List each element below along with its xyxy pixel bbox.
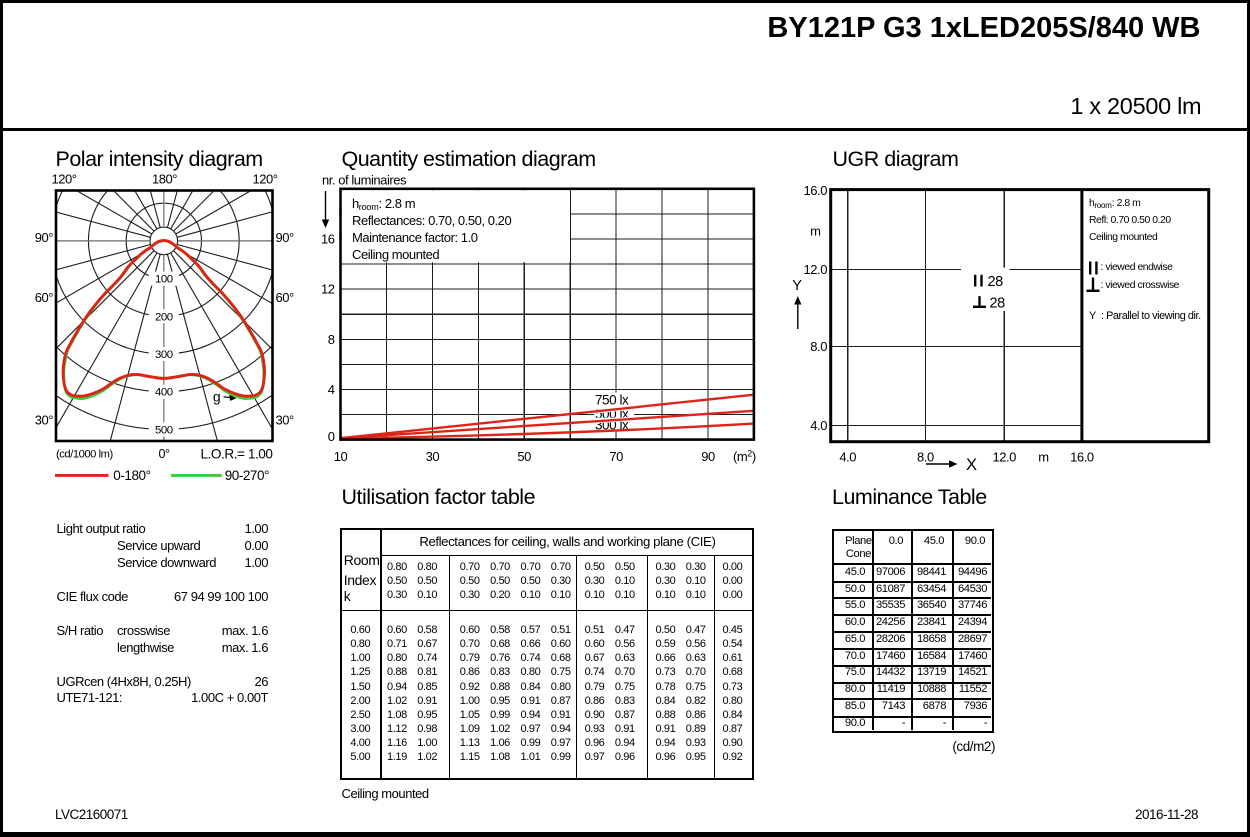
svg-text:50: 50 (517, 449, 531, 464)
svg-text:100: 100 (155, 274, 173, 286)
svg-text:60°: 60° (35, 290, 54, 305)
svg-text:8.0: 8.0 (917, 449, 934, 464)
svg-text:0°: 0° (158, 447, 170, 461)
svg-text:nr. of luminaires: nr. of luminaires (322, 173, 407, 188)
svg-text:12.0: 12.0 (803, 262, 827, 277)
svg-text:(cd/1000 lm): (cd/1000 lm) (56, 449, 114, 461)
svg-text:4: 4 (328, 382, 335, 397)
svg-text:Y: Y (792, 278, 802, 294)
svg-text:8: 8 (328, 332, 335, 347)
svg-text:X: X (966, 456, 977, 474)
svg-text:0: 0 (328, 429, 335, 444)
svg-text:180°: 180° (152, 172, 177, 187)
svg-text:4.0: 4.0 (810, 418, 827, 433)
svg-text:16: 16 (321, 232, 335, 247)
svg-text:750 lx: 750 lx (595, 392, 629, 407)
svg-text:g: g (213, 389, 220, 405)
svg-text:400: 400 (155, 387, 173, 399)
svg-text:28: 28 (990, 295, 1006, 311)
svg-text:120°: 120° (252, 172, 277, 187)
svg-text:90°: 90° (35, 230, 54, 245)
svg-text:0-180°: 0-180° (113, 468, 150, 483)
svg-text:200: 200 (155, 311, 173, 323)
svg-text:90-270°: 90-270° (225, 468, 269, 483)
svg-text:500: 500 (155, 424, 173, 436)
svg-text:120°: 120° (51, 172, 76, 187)
svg-text:70: 70 (609, 449, 623, 464)
svg-text:90: 90 (701, 449, 715, 464)
svg-text:(m2): (m2) (733, 449, 756, 465)
svg-text:30: 30 (426, 449, 440, 464)
svg-text:28: 28 (988, 274, 1004, 290)
svg-text:16.0: 16.0 (803, 183, 827, 198)
svg-text:16.0: 16.0 (1070, 449, 1094, 464)
svg-text:8.0: 8.0 (810, 339, 827, 354)
svg-text:30°: 30° (35, 413, 54, 428)
svg-text:60°: 60° (276, 290, 295, 305)
svg-text:90°: 90° (276, 230, 295, 245)
svg-text:4.0: 4.0 (839, 449, 856, 464)
svg-text:30°: 30° (276, 413, 295, 428)
svg-text:12: 12 (321, 282, 335, 297)
svg-text:L.O.R.= 1.00: L.O.R.= 1.00 (200, 446, 273, 461)
svg-text:10: 10 (334, 449, 348, 464)
svg-text:12.0: 12.0 (992, 449, 1016, 464)
svg-text:m: m (1038, 449, 1048, 464)
svg-text:300: 300 (155, 349, 173, 361)
svg-text:m: m (810, 224, 820, 239)
